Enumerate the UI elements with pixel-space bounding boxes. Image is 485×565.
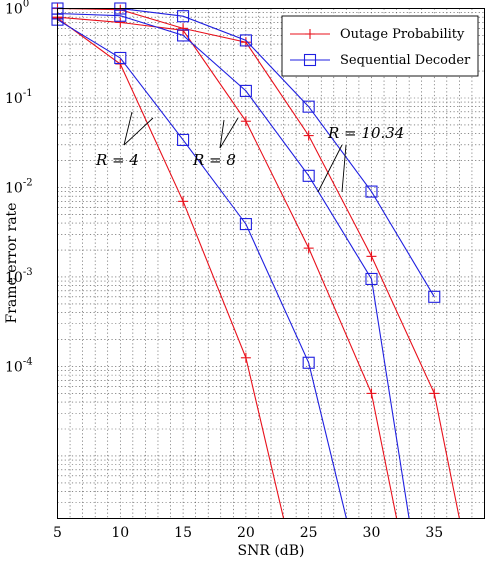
data-point	[178, 23, 189, 34]
series-2	[52, 3, 460, 519]
annotation-leader-line	[123, 111, 133, 146]
data-point	[366, 251, 377, 262]
annotation-r4: R = 4	[95, 151, 139, 169]
legend-label-sequential: Sequential Decoder	[340, 53, 471, 68]
x-tick-label: 35	[425, 525, 443, 541]
data-point	[177, 10, 190, 23]
y-tick-label: 10-2	[5, 177, 33, 196]
series-line	[57, 16, 398, 519]
data-point	[428, 290, 441, 303]
data-point	[114, 51, 127, 65]
legend-marker	[303, 53, 317, 67]
data-point	[239, 84, 252, 97]
data-point	[114, 9, 127, 22]
data-point	[302, 100, 315, 113]
series-line	[57, 12, 410, 519]
annotation-r8: R = 8	[192, 151, 236, 169]
y-tick-label: 100	[5, 0, 29, 18]
series-0	[52, 13, 285, 519]
data-point	[365, 185, 378, 198]
x-tick-label: 30	[363, 525, 381, 541]
data-point	[303, 130, 314, 141]
series-layer	[51, 2, 460, 519]
legend-marker	[305, 29, 315, 39]
data-point	[302, 169, 315, 182]
series-3	[51, 13, 347, 519]
data-point	[177, 29, 190, 42]
series-line	[57, 7, 460, 519]
x-tick-labels: 5 10 15 20 25 30 35	[53, 525, 443, 541]
data-point	[239, 34, 252, 47]
data-point	[178, 196, 189, 207]
data-point	[240, 116, 251, 127]
series-4	[51, 7, 410, 519]
data-point	[302, 356, 315, 369]
data-point	[177, 133, 190, 146]
annotation-leader-line	[123, 117, 154, 146]
series-1	[52, 12, 398, 519]
x-tick-label: 20	[237, 525, 255, 541]
y-axis-label: Frame error rate	[4, 203, 20, 324]
data-point	[115, 4, 126, 15]
grid	[57, 8, 485, 519]
data-point	[429, 388, 440, 399]
annotation-leader-line	[341, 144, 347, 193]
data-point	[303, 243, 314, 254]
annotation-r1034: R = 10.34	[327, 124, 404, 142]
data-point	[115, 17, 126, 28]
data-point	[239, 218, 252, 231]
data-point	[366, 388, 377, 399]
x-tick-label: 10	[111, 525, 129, 541]
x-tick-label: 25	[300, 525, 318, 541]
annotation-leader-line	[219, 117, 239, 149]
data-point	[240, 352, 251, 363]
x-axis-label: SNR (dB)	[237, 543, 304, 559]
annotation-leader-line	[219, 119, 225, 149]
x-tick-label: 5	[53, 525, 62, 541]
annotations: R = 4 R = 8 R = 10.34	[95, 124, 404, 169]
data-point	[365, 272, 378, 286]
x-tick-label: 15	[174, 525, 192, 541]
y-tick-label: 10-1	[5, 88, 33, 107]
legend-label-outage: Outage Probability	[340, 27, 465, 42]
annotation-leaders	[123, 111, 347, 193]
legend: Outage Probability Sequential Decoder	[281, 15, 479, 77]
y-tick-label: 10-4	[5, 356, 33, 375]
series-line	[57, 19, 347, 519]
annotation-leader-line	[317, 144, 343, 193]
